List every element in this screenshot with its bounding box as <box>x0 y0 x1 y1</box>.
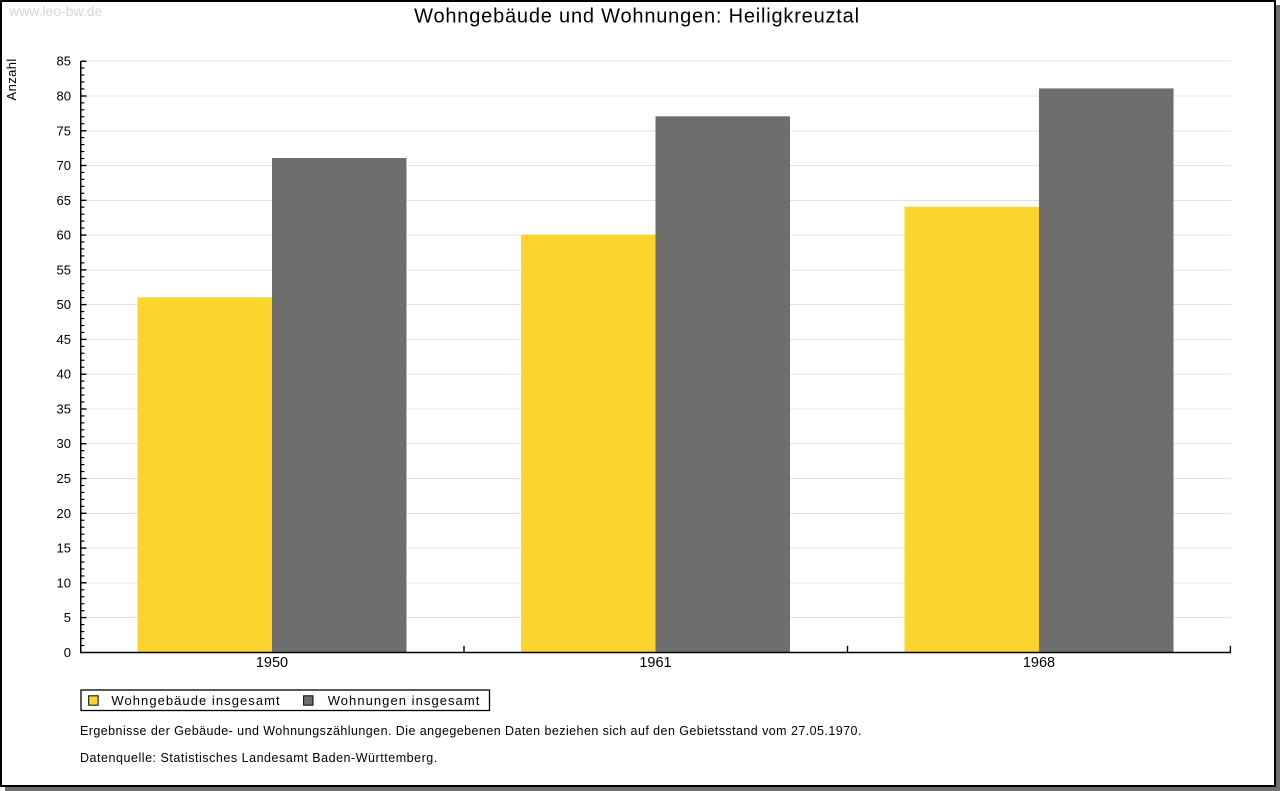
svg-text:1950: 1950 <box>256 655 288 671</box>
svg-text:10: 10 <box>57 575 71 590</box>
svg-text:20: 20 <box>57 506 71 521</box>
svg-text:1968: 1968 <box>1023 655 1055 671</box>
svg-text:Datenquelle: Statistisches Lan: Datenquelle: Statistisches Landesamt Bad… <box>80 751 438 765</box>
svg-text:Wohngebäude und Wohnungen: Hei: Wohngebäude und Wohnungen: Heiligkreuzta… <box>414 5 860 27</box>
svg-text:1961: 1961 <box>639 655 671 671</box>
svg-text:85: 85 <box>57 54 71 69</box>
svg-text:55: 55 <box>57 262 71 277</box>
svg-text:Wohngebäude insgesamt: Wohngebäude insgesamt <box>111 693 280 708</box>
svg-text:75: 75 <box>57 123 71 138</box>
svg-text:70: 70 <box>57 158 71 173</box>
svg-text:Wohnungen insgesamt: Wohnungen insgesamt <box>328 693 481 708</box>
svg-text:15: 15 <box>57 541 71 556</box>
svg-text:www.leo-bw.de: www.leo-bw.de <box>8 3 103 19</box>
svg-text:65: 65 <box>57 193 71 208</box>
svg-text:25: 25 <box>57 471 71 486</box>
svg-text:Ergebnisse der Gebäude- und Wo: Ergebnisse der Gebäude- und Wohnungszähl… <box>80 724 862 738</box>
svg-text:80: 80 <box>57 89 71 104</box>
svg-text:60: 60 <box>57 228 71 243</box>
svg-text:30: 30 <box>57 436 71 451</box>
svg-text:5: 5 <box>64 610 71 625</box>
svg-text:40: 40 <box>57 367 71 382</box>
svg-text:45: 45 <box>57 332 71 347</box>
svg-text:0: 0 <box>64 645 71 660</box>
svg-text:35: 35 <box>57 402 71 417</box>
svg-text:50: 50 <box>57 297 71 312</box>
svg-text:Anzahl: Anzahl <box>4 58 19 100</box>
